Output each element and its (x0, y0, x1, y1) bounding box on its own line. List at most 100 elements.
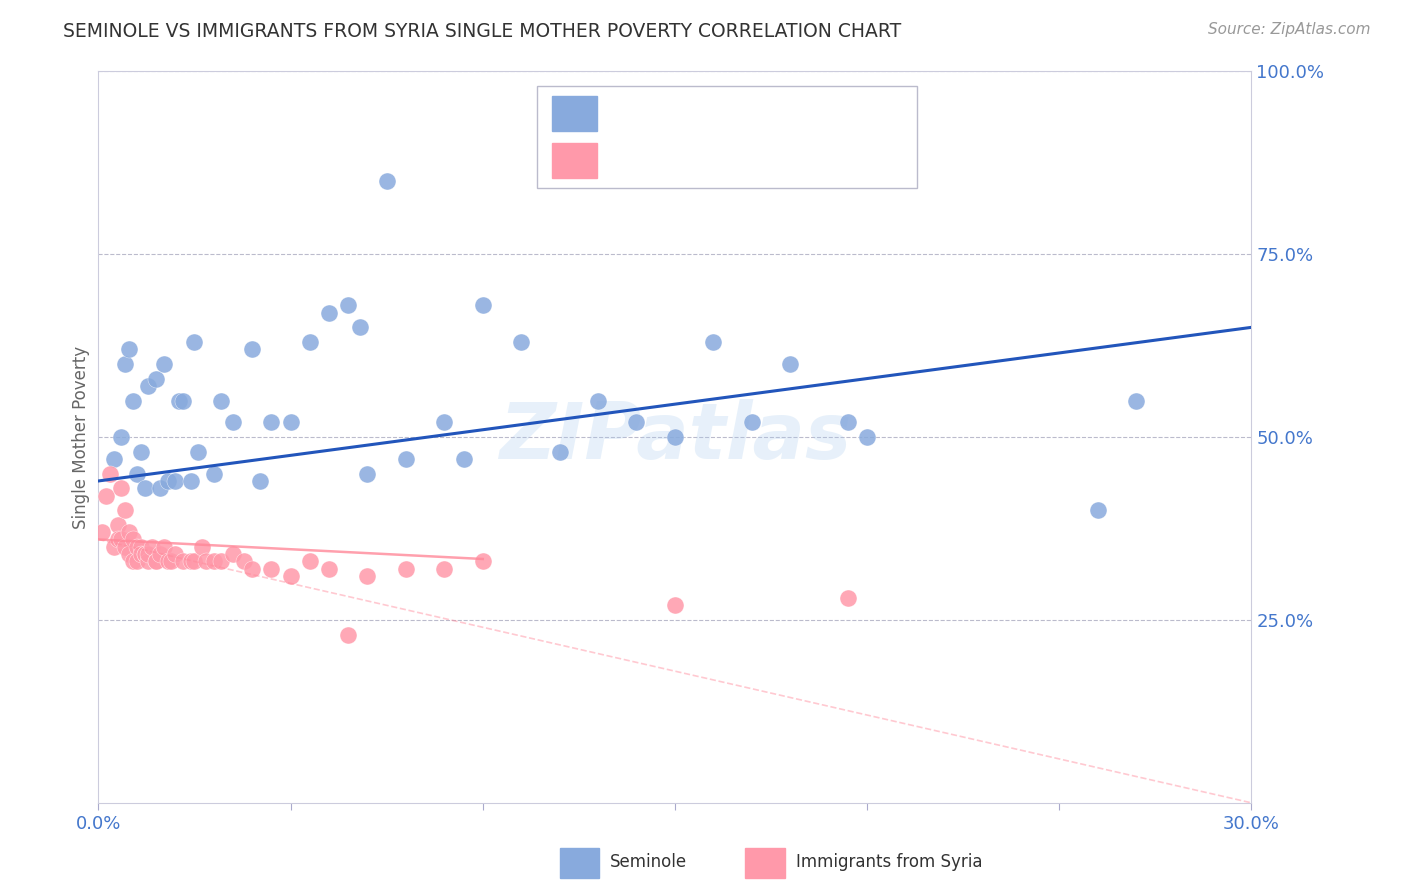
Point (395, 562, 418, 576)
Point (180, 474, 202, 488)
Point (375, 174, 398, 188)
Point (837, 416, 859, 430)
Text: Source: ZipAtlas.com: Source: ZipAtlas.com (1208, 22, 1371, 37)
Point (122, 554, 145, 568)
Point (1125, 393, 1147, 408)
Text: ZIPatlas: ZIPatlas (499, 399, 851, 475)
Text: SEMINOLE VS IMMIGRANTS FROM SYRIA SINGLE MOTHER POVERTY CORRELATION CHART: SEMINOLE VS IMMIGRANTS FROM SYRIA SINGLE… (63, 22, 901, 41)
Point (149, 481, 172, 495)
Point (160, 554, 183, 568)
Point (280, 569, 302, 583)
Point (91, 525, 114, 540)
Point (107, 533, 129, 547)
Point (110, 430, 132, 444)
Point (138, 554, 160, 568)
Point (349, 320, 371, 334)
Point (702, 334, 724, 349)
Point (356, 569, 378, 583)
Point (110, 481, 132, 495)
Point (548, 444, 571, 458)
Point (129, 540, 152, 554)
Point (433, 416, 456, 430)
Point (187, 444, 209, 458)
Point (395, 452, 418, 467)
Point (138, 379, 160, 393)
Point (172, 554, 194, 568)
Point (152, 540, 174, 554)
Point (337, 627, 360, 641)
Point (779, 357, 801, 371)
Point (298, 554, 321, 568)
Point (318, 562, 340, 576)
Point (471, 554, 494, 568)
Point (209, 393, 232, 408)
Point (167, 393, 190, 408)
Point (110, 533, 132, 547)
Point (141, 540, 163, 554)
Point (1087, 503, 1109, 517)
Point (103, 540, 125, 554)
Point (114, 540, 136, 554)
Point (165, 474, 187, 488)
Point (118, 547, 141, 561)
Point (240, 562, 263, 576)
Point (107, 517, 129, 532)
Point (156, 554, 179, 568)
Point (134, 547, 156, 561)
Point (103, 452, 125, 467)
Text: Seminole: Seminole (610, 853, 688, 871)
Point (453, 452, 475, 467)
Point (626, 416, 648, 430)
Point (202, 467, 225, 481)
Point (356, 467, 378, 481)
Point (280, 416, 302, 430)
Point (586, 393, 609, 408)
Point (664, 599, 686, 613)
Point (260, 562, 283, 576)
Point (180, 554, 202, 568)
Point (741, 416, 763, 430)
Point (129, 444, 152, 458)
Point (260, 416, 283, 430)
Point (122, 533, 145, 547)
Point (222, 547, 245, 561)
Point (433, 562, 456, 576)
Point (183, 334, 205, 349)
Point (145, 554, 167, 568)
Point (856, 430, 879, 444)
Point (172, 393, 194, 408)
Point (337, 298, 360, 312)
Point (156, 474, 179, 488)
Y-axis label: Single Mother Poverty: Single Mother Poverty (72, 345, 90, 529)
Point (240, 343, 263, 357)
Point (129, 547, 152, 561)
Point (318, 306, 340, 320)
Point (138, 547, 160, 561)
Point (134, 547, 156, 561)
Point (134, 481, 156, 495)
Point (125, 467, 148, 481)
Text: Immigrants from Syria: Immigrants from Syria (796, 853, 983, 871)
Point (183, 554, 205, 568)
Point (222, 416, 245, 430)
Point (195, 554, 218, 568)
Point (149, 547, 172, 561)
Point (114, 503, 136, 517)
Point (122, 393, 145, 408)
Point (191, 540, 214, 554)
Point (125, 554, 148, 568)
Point (471, 298, 494, 312)
Point (125, 540, 148, 554)
Point (837, 591, 859, 605)
Point (510, 334, 533, 349)
Point (118, 525, 141, 540)
Point (664, 430, 686, 444)
Point (152, 357, 174, 371)
Point (118, 343, 141, 357)
Point (298, 334, 321, 349)
Point (145, 371, 167, 385)
Bar (560, 848, 599, 878)
Point (209, 554, 232, 568)
Point (233, 554, 256, 568)
Point (165, 547, 187, 561)
